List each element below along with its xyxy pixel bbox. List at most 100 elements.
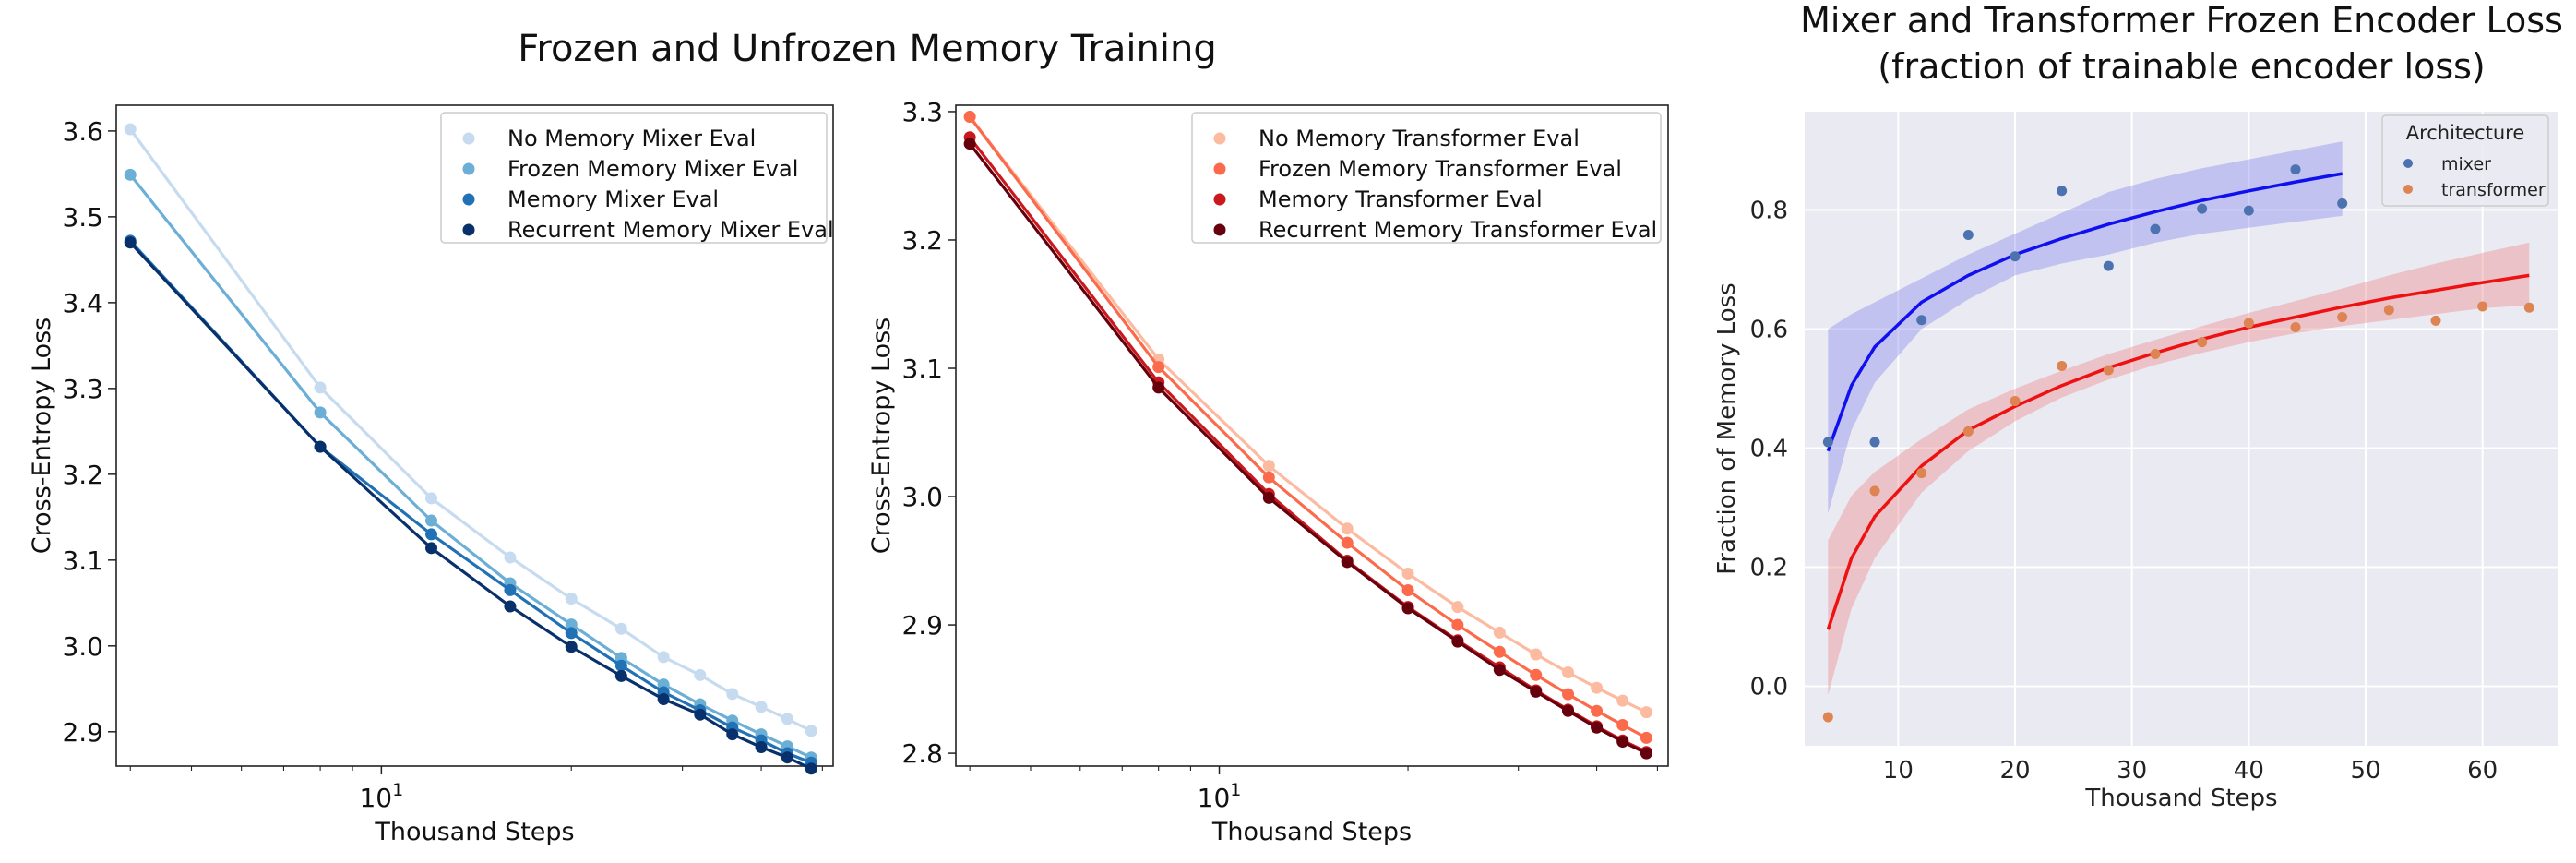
data-point	[1401, 602, 1414, 615]
legend-label: No Memory Mixer Eval	[507, 126, 756, 151]
data-point	[565, 593, 578, 605]
data-point	[805, 762, 817, 775]
data-point	[1616, 719, 1629, 732]
data-point	[425, 514, 438, 527]
y-tick-label: 3.0	[901, 482, 943, 512]
x-axis-label: Thousand Steps	[1211, 818, 1412, 846]
legend-marker	[1213, 162, 1226, 175]
data-point	[124, 236, 137, 249]
data-point	[1401, 567, 1414, 580]
data-point	[614, 622, 627, 635]
scatter-point	[2290, 164, 2301, 175]
y-tick-label: 3.1	[62, 545, 103, 576]
scatter-point	[2150, 349, 2161, 360]
legend-marker	[462, 132, 475, 145]
data-point	[425, 528, 438, 541]
data-point	[805, 725, 817, 737]
x-tick-label: 40	[2234, 757, 2264, 785]
data-point	[314, 440, 327, 453]
data-point	[504, 600, 517, 613]
scatter-point	[1869, 485, 1880, 497]
scatter-point	[1822, 712, 1833, 723]
scatter-point	[2290, 322, 2301, 333]
data-point	[565, 627, 578, 640]
data-point	[726, 728, 739, 741]
legend-label: Memory Transformer Eval	[1258, 186, 1543, 212]
data-point	[1530, 668, 1543, 681]
data-point	[425, 492, 438, 505]
scatter-point	[2103, 260, 2114, 271]
line-panel-2: 2.8 2.9 3.0 3.1 3.2 3.3 101 Thousand Steps Cross…	[867, 97, 1669, 846]
data-point	[1152, 361, 1165, 374]
scatter-point	[1962, 426, 1974, 437]
fit-line-mixer	[1826, 172, 2343, 452]
legend-marker	[2403, 185, 2413, 194]
y-axis-label: Cross-Entropy Loss	[28, 318, 56, 554]
legend-label: Recurrent Memory Transformer Eval	[1258, 217, 1657, 243]
data-point	[314, 381, 327, 394]
data-point	[1262, 491, 1275, 504]
confidence-band-mixer	[1828, 141, 2343, 514]
data-point	[1530, 685, 1543, 698]
data-point	[504, 583, 517, 596]
scatter-point	[2337, 198, 2348, 209]
data-point	[1640, 706, 1652, 719]
scatter-point	[2477, 301, 2488, 312]
y-tick-label: 3.6	[62, 116, 103, 147]
scatter-point	[2197, 203, 2208, 214]
data-point	[657, 692, 670, 705]
data-point	[1530, 648, 1543, 661]
data-point	[1640, 747, 1652, 760]
x-axis-label: Thousand Steps	[2084, 785, 2277, 812]
y-tick-label: 3.2	[901, 225, 943, 256]
data-point	[1591, 704, 1604, 717]
data-point	[1401, 584, 1414, 597]
legend-label: No Memory Transformer Eval	[1258, 126, 1580, 151]
data-point	[1341, 536, 1354, 549]
scatter-point	[2243, 205, 2254, 216]
data-point	[1561, 704, 1574, 717]
scatter-point	[1916, 468, 1927, 479]
data-point	[565, 618, 578, 631]
legend-marker	[2403, 159, 2413, 168]
scatter-point	[2103, 365, 2114, 376]
data-point	[124, 168, 137, 181]
data-point	[1451, 618, 1464, 631]
data-point	[1451, 601, 1464, 614]
legend-label: transformer	[2441, 180, 2546, 200]
data-point	[1341, 522, 1354, 535]
data-point	[124, 123, 137, 136]
scatter-point	[2057, 360, 2068, 371]
legend-marker	[462, 223, 475, 236]
data-point	[1493, 645, 1506, 658]
data-point	[565, 641, 578, 653]
data-point	[963, 111, 976, 124]
legend-label: Frozen Memory Transformer Eval	[1258, 156, 1622, 182]
legend-label: mixer	[2441, 154, 2491, 174]
y-tick-label: 0.8	[1750, 197, 1788, 224]
data-point	[1493, 626, 1506, 639]
legend-box	[2381, 114, 2549, 207]
data-point	[694, 668, 707, 681]
data-point	[1451, 635, 1464, 648]
legend-marker	[1213, 223, 1226, 236]
x-tick-label: 50	[2350, 757, 2380, 785]
x-tick-label: 101	[1198, 780, 1242, 813]
y-tick-label: 2.8	[901, 738, 943, 769]
legend-label: Frozen Memory Mixer Eval	[507, 156, 798, 182]
x-tick-label: 30	[2117, 757, 2147, 785]
scatter-point	[2243, 318, 2254, 329]
data-point	[1640, 731, 1652, 744]
x-tick-exponent: 1	[1230, 780, 1241, 800]
y-tick-label: 3.3	[62, 374, 103, 404]
data-point	[1616, 736, 1629, 749]
line-panel-1: 2.9 3.0 3.1 3.2 3.3 3.4 3.5 3.6 101 Thousand Step…	[28, 104, 834, 846]
scatter-point	[1869, 437, 1880, 448]
data-point	[1262, 460, 1275, 473]
y-axis-label: Cross-Entropy Loss	[867, 318, 896, 554]
scatter-point	[2197, 337, 2208, 348]
chart-title-line: Mixer and Transformer Frozen Encoder Los…	[1800, 0, 2563, 41]
y-tick-label: 3.0	[62, 631, 103, 662]
legend-title: Architecture	[2406, 122, 2525, 144]
